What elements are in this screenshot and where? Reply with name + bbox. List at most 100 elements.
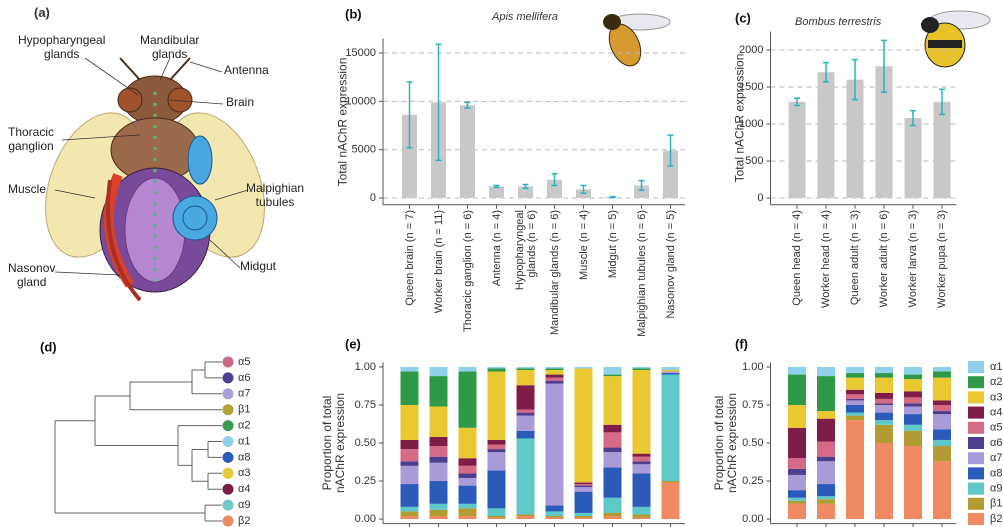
- bar-segment: [846, 400, 864, 405]
- bar-segment: [517, 368, 535, 370]
- bar-segment: [401, 405, 419, 440]
- leaf-label: α3: [238, 467, 250, 479]
- bar-segment: [788, 458, 806, 469]
- bar-segment: [401, 484, 419, 507]
- x-tick-label: Worker head (n = 4): [820, 210, 832, 308]
- bar-segment: [488, 372, 506, 440]
- bar-segment: [633, 367, 651, 369]
- legend-label: α2: [990, 376, 1002, 388]
- leaf-label: α9: [238, 499, 250, 511]
- leaf-label: α4: [238, 483, 250, 495]
- bumblebee-icon: [921, 11, 990, 67]
- bar-segment: [517, 438, 535, 514]
- bar-segment: [401, 516, 419, 519]
- y-axis-label: Total nAChR expression: [733, 54, 746, 183]
- bar-segment: [546, 505, 564, 511]
- bar-segment: [633, 464, 651, 473]
- legend-swatch: [968, 498, 984, 510]
- bar-segment: [430, 504, 448, 510]
- x-tick-label: Nasonov gland (n = 5): [664, 210, 676, 319]
- leaf-label: α5: [238, 356, 250, 368]
- bar-segment: [488, 470, 506, 508]
- legend-swatch: [968, 513, 984, 525]
- bar: [789, 102, 806, 198]
- bar-segment: [633, 514, 651, 517]
- bar-segment: [430, 481, 448, 504]
- panel-label: (f): [735, 336, 748, 351]
- panel-label: (b): [345, 6, 362, 21]
- legend-label: α7: [990, 452, 1002, 464]
- bar-segment: [662, 370, 680, 372]
- bar-segment: [633, 461, 651, 464]
- bar-segment: [817, 376, 835, 411]
- y-tick-label: 0.50: [742, 437, 763, 449]
- figure: (d) α5α6α7β1α2α1α8α3α4α9β2(b)Apis mellif…: [0, 0, 1003, 527]
- leaf-marker: [223, 388, 234, 399]
- bar-segment: [401, 511, 419, 516]
- bar-segment: [788, 405, 806, 428]
- honeybee-icon: [603, 14, 670, 71]
- x-tick-label: Worker larva (n = 3): [907, 210, 919, 307]
- bar-segment: [575, 486, 593, 488]
- bar-segment: [875, 393, 893, 399]
- chart-title: Apis mellifera: [491, 11, 558, 23]
- bar-segment: [604, 448, 622, 453]
- legend-swatch: [968, 361, 984, 373]
- bar-segment: [575, 367, 593, 369]
- bar-segment: [517, 431, 535, 439]
- legend-label: α5: [990, 422, 1002, 434]
- bar-segment: [459, 367, 477, 372]
- bar-segment: [817, 496, 835, 499]
- x-tick-label: Queen head (n = 4): [791, 210, 803, 306]
- bar-segment: [933, 461, 951, 519]
- bar: [934, 102, 951, 198]
- bar-segment: [517, 516, 535, 519]
- bar-segment: [546, 368, 564, 370]
- bar-segment: [846, 420, 864, 519]
- leaf-label: α6: [238, 372, 250, 384]
- legend-label: β1: [990, 498, 1002, 510]
- bar-segment: [575, 492, 593, 513]
- bar-segment: [604, 467, 622, 497]
- bar: [460, 105, 475, 198]
- bar-segment: [488, 516, 506, 518]
- bar-segment: [904, 407, 922, 415]
- y-tick-label: 0.75: [742, 399, 763, 411]
- bar-segment: [546, 518, 564, 520]
- y-tick-label: 0.00: [742, 513, 763, 525]
- x-tick-label: Muscle (n = 4): [577, 210, 589, 280]
- bar-segment: [546, 370, 564, 375]
- bar-segment: [633, 370, 651, 454]
- dendrogram-tree: [55, 362, 222, 521]
- x-tick-label: Antenna (n = 4): [490, 210, 502, 286]
- y-tick-label: 500: [745, 155, 763, 167]
- y-tick-label: 0: [370, 192, 376, 204]
- bar-segment: [904, 431, 922, 446]
- legend-label: β2: [990, 513, 1002, 525]
- bar-segment: [904, 414, 922, 425]
- bar-segment: [817, 499, 835, 504]
- bar-segment: [662, 373, 680, 375]
- legend-swatch: [968, 422, 984, 434]
- anatomy-label: Mandibular glands: [140, 34, 199, 62]
- bar-segment: [904, 397, 922, 403]
- bar-segment: [459, 372, 477, 428]
- bar-segment: [546, 511, 564, 516]
- bar-segment: [430, 437, 448, 446]
- panel-label: (d): [40, 339, 57, 354]
- bar-segment: [846, 413, 864, 416]
- y-tick-label: 10000: [345, 95, 376, 107]
- leaf-marker: [223, 436, 234, 447]
- bar-segment: [875, 425, 893, 443]
- bar-segment: [546, 367, 564, 369]
- anatomy-label: Muscle: [8, 183, 46, 197]
- bar-segment: [430, 407, 448, 437]
- bar-segment: [401, 466, 419, 484]
- x-tick-label: Midgut (n = 5): [606, 210, 618, 278]
- anatomy-label: Hypopharyngeal glands: [18, 34, 105, 62]
- bar-segment: [488, 452, 506, 470]
- leaf-label: β2: [238, 515, 250, 527]
- bar-segment: [875, 443, 893, 519]
- bar-segment: [662, 483, 680, 519]
- bar-segment: [488, 368, 506, 371]
